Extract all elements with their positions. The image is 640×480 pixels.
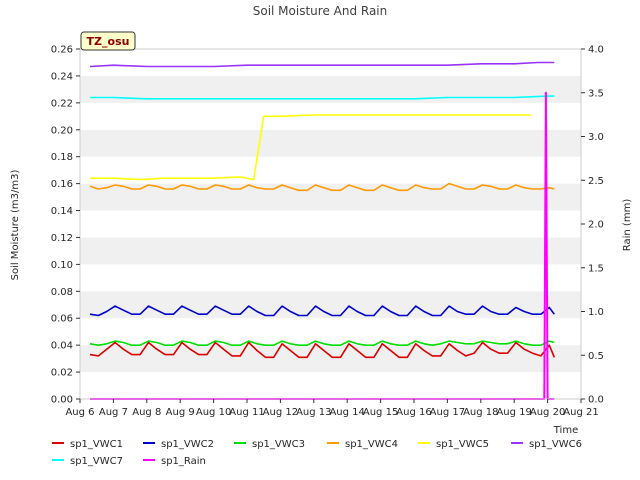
series-line-sp1-vwc6	[89, 61, 555, 68]
y-tick-label: 0.00	[51, 395, 73, 406]
y-tick-label: 0.02	[51, 368, 73, 379]
series-line-sp1-vwc7	[90, 95, 555, 100]
x-tick-label: Aug 10	[196, 407, 231, 418]
legend-item: sp1_VWC2	[143, 439, 214, 450]
grid-band	[80, 49, 581, 76]
grid-band	[80, 345, 581, 373]
grid-band	[80, 156, 581, 184]
legend-item: sp1_VWC1	[52, 439, 123, 450]
y2-tick-label: 2.0	[588, 220, 604, 231]
y2-tick-label: 3.5	[588, 88, 604, 99]
y-axis-left: 0.00 0.02 0.04 0.06 0.08 0.10 0.12 0.14 0.16 0.18…	[51, 45, 80, 406]
legend-label: sp1_VWC4	[345, 439, 398, 450]
x-tick-label: Aug 15	[363, 407, 398, 418]
series-line-sp1-vwc3	[89, 340, 555, 347]
legend-label: sp1_VWC2	[161, 439, 214, 450]
legend-item: sp1_VWC7	[52, 456, 123, 467]
series-line-sp1-vwc5	[90, 114, 531, 181]
x-tick-label: Aug 11	[229, 407, 264, 418]
site-badge-box	[80, 31, 136, 51]
grid-band	[80, 318, 581, 346]
grid-band	[80, 129, 581, 157]
x-tick-label: Aug 13	[296, 407, 331, 418]
y-tick-label: 0.12	[51, 233, 73, 244]
series-line-sp1-vwc1	[89, 341, 556, 359]
x-tick-label: Aug 14	[329, 407, 364, 418]
y2-tick-label: 1.0	[588, 307, 604, 318]
legend: sp1_VWC1 sp1_VWC2 sp1_VWC3 sp1_VWC4 sp1_VWC5…	[52, 439, 582, 467]
site-badge: TZ_osu	[80, 31, 136, 51]
y2-tick-label: 1.5	[588, 263, 604, 274]
legend-item: sp1_VWC5	[418, 439, 489, 450]
x-tick-label: Aug 18	[463, 407, 498, 418]
x-tick-label: Aug 6	[65, 407, 94, 418]
y-tick-label: 0.20	[51, 125, 73, 136]
y-tick-label: 0.16	[51, 179, 73, 190]
legend-label: sp1_VWC5	[436, 439, 489, 450]
x-tick-label: Aug 9	[166, 407, 195, 418]
legend-label: sp1_VWC7	[70, 456, 123, 467]
grid-band	[80, 264, 581, 292]
chart-title: Soil Moisture And Rain	[253, 4, 388, 18]
y2-tick-label: 0.5	[588, 351, 604, 362]
y-tick-label: 0.14	[51, 206, 73, 217]
grid-band	[80, 102, 581, 130]
grid-band	[80, 183, 581, 211]
y-tick-label: 0.18	[51, 152, 73, 163]
y-tick-label: 0.24	[51, 71, 73, 82]
legend-item: sp1_Rain	[143, 456, 206, 467]
legend-label: sp1_Rain	[161, 456, 206, 467]
series-line-sp1-vwc2	[89, 305, 555, 317]
grid-bands	[80, 49, 581, 399]
y2-tick-label: 2.5	[588, 176, 604, 187]
x-tick-label: Aug 19	[496, 407, 531, 418]
y2-tick-label: 3.0	[588, 132, 604, 143]
legend-label: sp1_VWC6	[529, 439, 582, 450]
y-tick-label: 0.26	[51, 45, 73, 56]
y2-tick-label: 0.0	[588, 395, 604, 406]
y-tick-label: 0.22	[51, 98, 73, 109]
x-tick-label: Aug 7	[99, 407, 128, 418]
x-tick-label: Aug 16	[396, 407, 431, 418]
legend-item: sp1_VWC6	[511, 439, 582, 450]
y2-tick-label: 4.0	[588, 45, 604, 56]
x-tick-label: Aug 12	[263, 407, 298, 418]
y-axis-right: 0.0 0.5 1.0 1.5 2.0 2.5 3.0 3.5 4.0	[581, 45, 604, 406]
grid-band	[80, 210, 581, 238]
legend-item: sp1_VWC4	[327, 439, 398, 450]
x-tick-label: Aug 17	[430, 407, 465, 418]
series-line-sp1-vwc4	[89, 182, 555, 192]
site-label: TZ_osu	[87, 35, 130, 48]
grid-band	[80, 237, 581, 265]
x-tick-label: Aug 20	[530, 407, 565, 418]
grid-band	[80, 372, 581, 399]
y-axis-title: Soil Moisture (m3/m3)	[10, 170, 21, 281]
y-tick-label: 0.10	[51, 260, 73, 271]
x-tick-label: Aug 8	[132, 407, 161, 418]
legend-item: sp1_VWC3	[234, 439, 305, 450]
y-tick-label: 0.04	[51, 341, 73, 352]
x-axis-title: Time	[553, 425, 578, 436]
y-tick-label: 0.08	[51, 287, 73, 298]
x-tick-label: Aug 21	[563, 407, 598, 418]
legend-label: sp1_VWC3	[252, 439, 305, 450]
y-tick-label: 0.06	[51, 314, 73, 325]
y2-axis-title: Rain (mm)	[622, 199, 633, 252]
legend-label: sp1_VWC1	[70, 439, 123, 450]
